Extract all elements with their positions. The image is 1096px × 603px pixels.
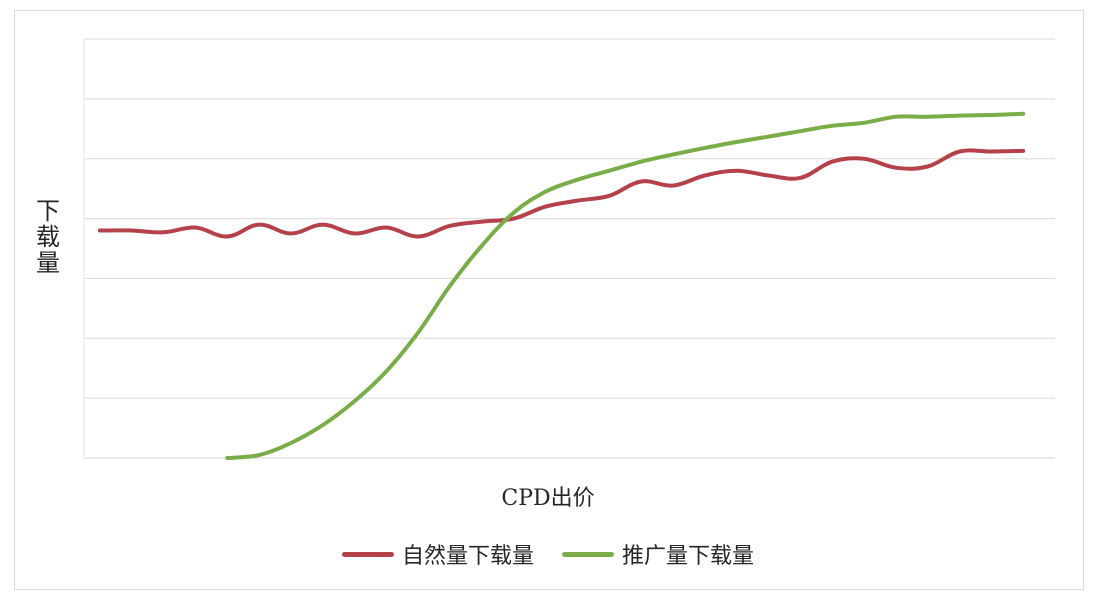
legend-swatch-natural (341, 551, 394, 557)
legend: 自然量下载量 推广量下载量 (0, 538, 1096, 570)
series-line-promoted (225, 111, 1026, 460)
legend-label-promoted: 推广量下载量 (622, 544, 755, 569)
legend-item-promoted: 推广量下载量 (562, 538, 754, 570)
y-axis-label-wrapper: 下载量 (30, 198, 62, 276)
series-line-natural (97, 148, 1026, 239)
chart-frame (14, 10, 1084, 590)
legend-item-natural: 自然量下载量 (341, 538, 534, 570)
x-axis-label: CPD出价 (501, 486, 595, 511)
series-lines (97, 111, 1026, 460)
legend-label-natural: 自然量下载量 (401, 544, 534, 569)
gridlines (83, 38, 1055, 459)
legend-swatch-promoted (562, 551, 614, 557)
y-axis-label: 下载量 (31, 198, 60, 276)
